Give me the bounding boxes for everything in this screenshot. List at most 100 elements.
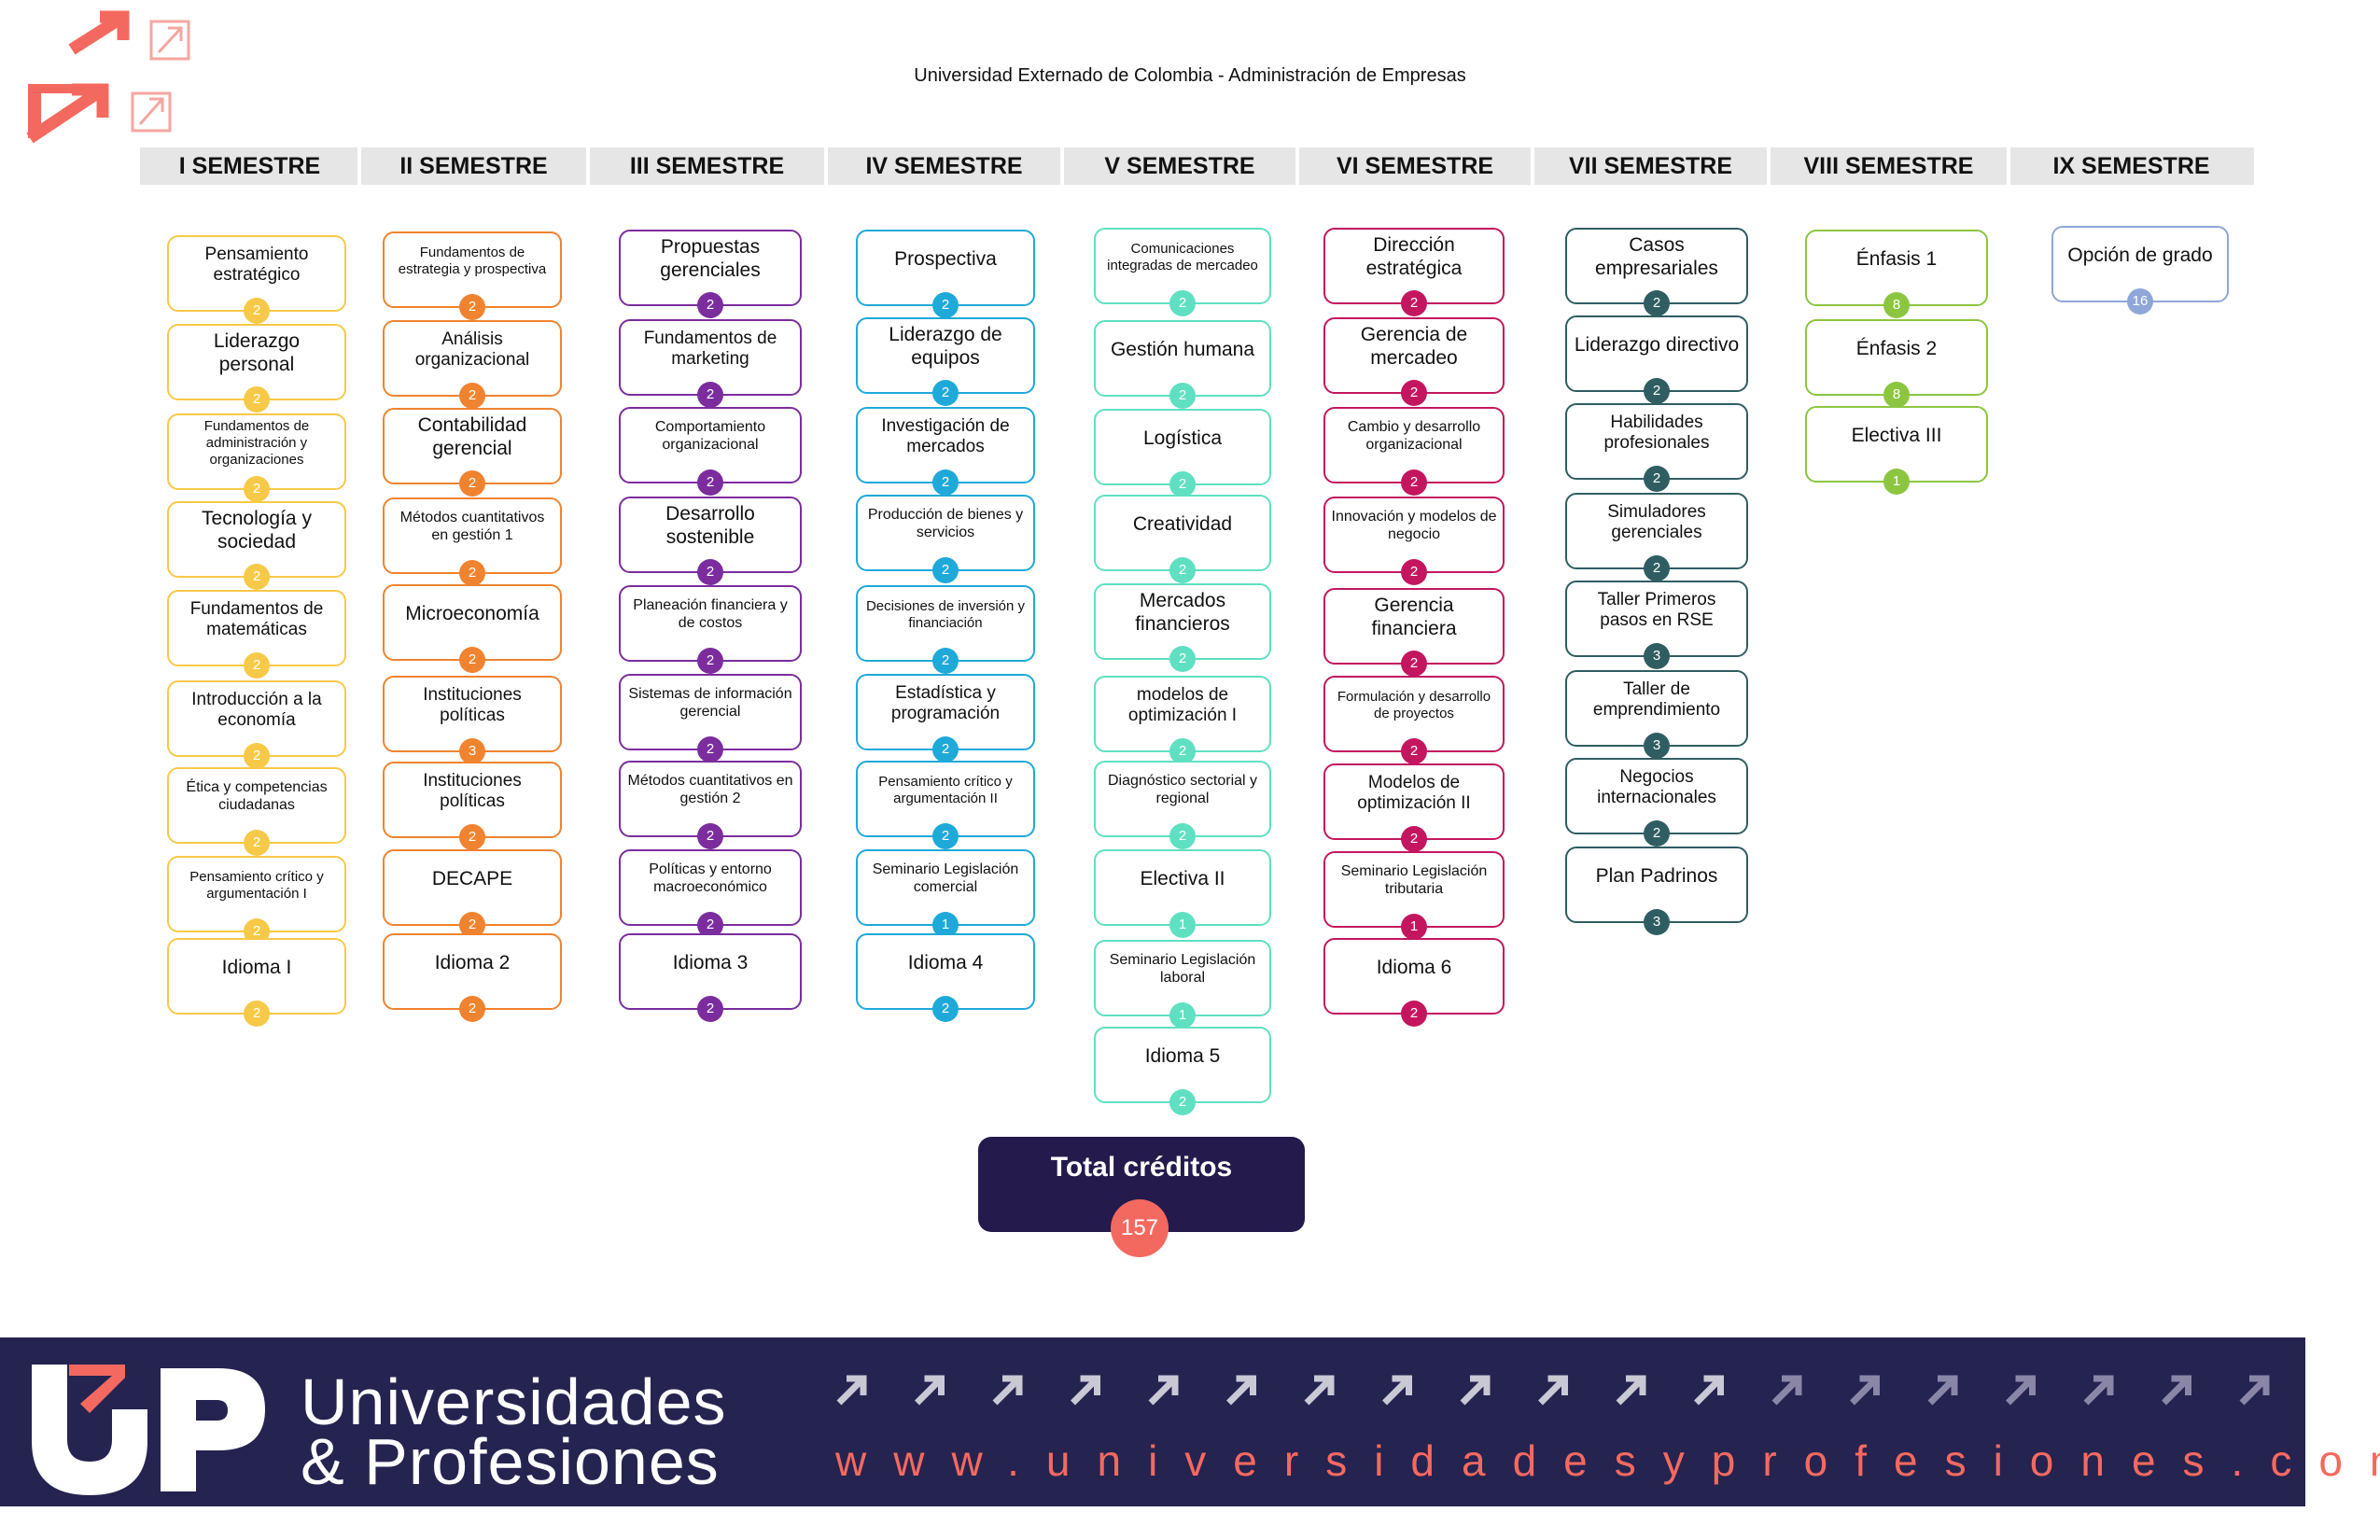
course-name: Microeconomía bbox=[405, 602, 539, 624]
course-name: Propuestas gerenciales bbox=[660, 236, 761, 281]
course-credits-badge: 2 bbox=[459, 996, 485, 1022]
course-credits-badge: 2 bbox=[1169, 738, 1196, 764]
course-card: Pensamiento crítico y argumentación II 2 bbox=[856, 761, 1035, 849]
course-name: Fundamentos de estrategia y prospectiva bbox=[398, 245, 547, 277]
course-credits-badge: 16 bbox=[2127, 288, 2153, 315]
up-logo-icon bbox=[32, 1365, 265, 1495]
course-name: Comportamiento organizacional bbox=[654, 419, 766, 453]
course-name: Taller Primeros pasos en RSE bbox=[1597, 589, 1716, 630]
course-card: Liderazgo de equipos 2 bbox=[856, 317, 1035, 406]
course-name: Énfasis 2 bbox=[1855, 337, 1938, 359]
course-credits-badge: 2 bbox=[1644, 378, 1670, 404]
course-card: Fundamentos de matemáticas 2 bbox=[167, 590, 346, 679]
course-name: Prospectiva bbox=[894, 247, 997, 270]
course-card: Electiva II 1 bbox=[1094, 849, 1271, 938]
footer-arrow-icon bbox=[1071, 1375, 1100, 1406]
course-card: Propuestas gerenciales 2 bbox=[619, 230, 802, 318]
course-credits-badge: 1 bbox=[1883, 469, 1910, 495]
semester-header: III SEMESTRE bbox=[629, 153, 785, 179]
course-card: Mercados financieros 2 bbox=[1094, 583, 1271, 672]
course-credits-badge: 2 bbox=[244, 564, 270, 590]
course-card: Innovación y modelos de negocio 2 bbox=[1323, 497, 1505, 585]
footer-arrow-icon bbox=[1538, 1375, 1568, 1406]
course-credits-badge: 2 bbox=[459, 294, 485, 320]
course-name: Idioma 5 bbox=[1144, 1044, 1221, 1067]
footer-arrow-icon bbox=[992, 1375, 1023, 1406]
course-name: Comunicaciones integradas de mercadeo bbox=[1107, 241, 1258, 273]
semester-header: VI SEMESTRE bbox=[1336, 153, 1494, 179]
course-card: Taller Primeros pasos en RSE 3 bbox=[1565, 581, 1748, 669]
course-name: Seminario Legislación comercial bbox=[872, 861, 1019, 895]
course-card: Fundamentos de administración y organiza… bbox=[167, 413, 346, 502]
footer-arrow-icon bbox=[1850, 1375, 1880, 1406]
course-card: Instituciones políticas 3 bbox=[383, 676, 562, 764]
course-card: Logística 2 bbox=[1094, 409, 1271, 497]
course-name: Investigación de mercados bbox=[881, 415, 1010, 456]
course-credits-badge: 2 bbox=[1169, 290, 1196, 316]
course-credits-badge: 2 bbox=[459, 647, 485, 673]
course-credits-badge: 2 bbox=[459, 470, 485, 497]
course-credits-badge: 2 bbox=[1169, 557, 1196, 583]
course-name: Electiva II bbox=[1140, 867, 1225, 889]
header-arrows-logo-icon bbox=[26, 10, 190, 144]
course-credits-badge: 2 bbox=[1401, 738, 1427, 764]
course-credits-badge: 2 bbox=[932, 380, 959, 406]
course-name: Políticas y entorno macroeconómico bbox=[649, 861, 772, 895]
footer-arrow-icon bbox=[1382, 1375, 1412, 1406]
semester-header: V SEMESTRE bbox=[1104, 153, 1255, 179]
total-credits-value: 157 bbox=[1111, 1199, 1169, 1257]
footer-arrow-icon bbox=[2006, 1375, 2036, 1406]
course-name: Idioma 2 bbox=[434, 951, 511, 973]
footer-arrow-icon bbox=[1927, 1375, 1958, 1406]
course-card: Desarrollo sostenible 2 bbox=[619, 497, 802, 585]
footer-arrow-icon bbox=[836, 1375, 867, 1406]
course-credits-badge: 2 bbox=[932, 557, 959, 583]
course-name: Electiva III bbox=[1851, 424, 1942, 446]
course-card: Habilidades profesionales 2 bbox=[1565, 403, 1748, 492]
footer-arrow-icon bbox=[2162, 1375, 2191, 1406]
semester-divider bbox=[357, 147, 361, 185]
course-credits-badge: 2 bbox=[244, 743, 270, 769]
semester-divider bbox=[1295, 147, 1299, 185]
course-name: DECAPE bbox=[431, 867, 513, 889]
course-credits-badge: 2 bbox=[932, 736, 959, 763]
semester-divider bbox=[586, 147, 590, 185]
semester-divider bbox=[2007, 147, 2010, 185]
course-credits-badge: 2 bbox=[932, 292, 959, 318]
course-credits-badge: 8 bbox=[1883, 292, 1910, 318]
footer-arrow-icon bbox=[1694, 1375, 1724, 1406]
course-name: Liderazgo de equipos bbox=[889, 324, 1002, 369]
website-url: www.universidadesyprofesiones.com bbox=[835, 1436, 2380, 1485]
course-credits-badge: 2 bbox=[1401, 469, 1427, 496]
course-credits-badge: 8 bbox=[1883, 382, 1910, 408]
semester-header: I SEMESTRE bbox=[178, 153, 321, 179]
course-card: Políticas y entorno macroeconómico 2 bbox=[619, 849, 802, 938]
course-name: Negocios internacionales bbox=[1597, 766, 1716, 807]
footer-arrow-icon bbox=[915, 1375, 945, 1406]
course-credits-badge: 2 bbox=[932, 469, 959, 496]
course-card: Métodos cuantitativos en gestión 2 2 bbox=[619, 761, 802, 849]
course-name: Pensamiento crítico y argumentación II bbox=[878, 774, 1013, 806]
course-name: Idioma 3 bbox=[672, 951, 749, 973]
course-name: Dirección estratégica bbox=[1365, 234, 1463, 279]
course-card: Idioma 6 2 bbox=[1323, 938, 1505, 1027]
course-name: Idioma 6 bbox=[1376, 956, 1452, 978]
course-credits-badge: 2 bbox=[1401, 826, 1427, 852]
footer-arrow-pattern-icon bbox=[836, 1375, 2270, 1406]
course-card: Gerencia de mercadeo 2 bbox=[1323, 317, 1505, 406]
semester-divider bbox=[1531, 147, 1534, 185]
course-name: Idioma I bbox=[221, 956, 292, 978]
course-card: Pensamiento estratégico 2 bbox=[167, 235, 346, 324]
course-credits-badge: 2 bbox=[697, 469, 723, 496]
course-credits-badge: 2 bbox=[697, 823, 723, 849]
course-card: Sistemas de información gerencial 2 bbox=[619, 674, 802, 763]
course-card: Liderazgo directivo 2 bbox=[1565, 315, 1748, 404]
total-credits-label: Total créditos bbox=[1050, 1152, 1233, 1183]
semester-header: II SEMESTRE bbox=[399, 153, 548, 179]
course-credits-badge: 2 bbox=[932, 648, 959, 674]
course-name: Introducción a la economía bbox=[191, 689, 322, 730]
course-credits-badge: 2 bbox=[244, 298, 270, 324]
course-name: Instituciones políticas bbox=[423, 684, 522, 725]
course-name: Métodos cuantitativos en gestión 2 bbox=[627, 773, 793, 806]
course-card: Electiva III 1 bbox=[1805, 406, 1988, 495]
